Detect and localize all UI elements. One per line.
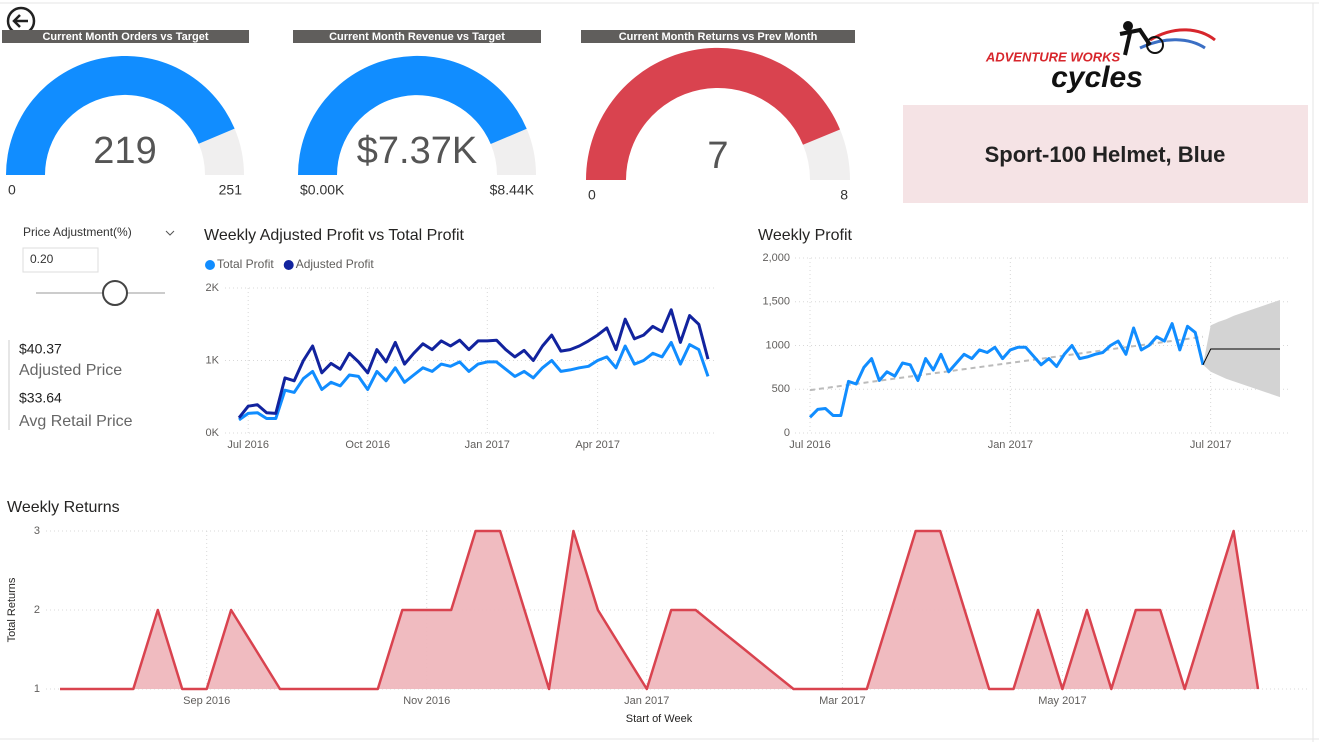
slicer[interactable]: Price Adjustment(%) 0.20 [22, 225, 175, 306]
y-tick-label: 2 [34, 604, 40, 616]
gauge-max: 251 [219, 182, 243, 198]
x-tick-label: Nov 2016 [403, 695, 450, 707]
kpi-value: $40.37 [19, 341, 62, 357]
x-tick-label: Oct 2016 [345, 439, 390, 451]
gauge-title: Current Month Orders vs Target [42, 31, 208, 43]
y-tick-label: 0K [206, 427, 220, 439]
chart-title: Weekly Profit [758, 227, 853, 244]
trend-line [809, 335, 1204, 392]
chart-title: Weekly Returns [7, 499, 120, 516]
series-line [238, 340, 710, 422]
gauge-title: Current Month Returns vs Prev Month [619, 31, 818, 43]
y-tick-label: 1K [206, 354, 220, 366]
gauge-header [2, 30, 249, 43]
y-tick-label: 1 [34, 683, 40, 695]
logo-rider [1119, 27, 1152, 56]
x-axis-label: Start of Week [626, 713, 693, 725]
logo-text: ADVENTURE WORKS [985, 49, 1121, 64]
y-tick-label: 2,000 [762, 252, 790, 264]
gauge-value: 7 [707, 135, 728, 177]
x-tick-label: May 2017 [1038, 695, 1086, 707]
kpi-value: $33.64 [19, 390, 62, 406]
gauge-value: 219 [93, 130, 156, 172]
gauge-value: $7.37K [357, 130, 477, 172]
series-line [1202, 348, 1280, 366]
slider-handle[interactable] [102, 280, 128, 306]
gauge-min: 0 [8, 182, 16, 198]
legend-marker [205, 260, 215, 270]
gauge-track [490, 128, 537, 175]
logo: ADVENTURE WORKS cycles [985, 21, 1216, 94]
gauge-fill [585, 47, 840, 180]
gauge-fill [297, 55, 527, 175]
gauge-max: 8 [840, 187, 848, 203]
slicer-chevron[interactable] [165, 230, 175, 236]
logo-text: cycles [1051, 61, 1143, 94]
series-line [808, 322, 1205, 419]
product-name: Sport-100 Helmet, Blue [985, 142, 1226, 167]
kpi-label: Avg Retail Price [19, 413, 133, 430]
area-line [60, 529, 1260, 691]
y-tick-label: 1000 [766, 339, 790, 351]
gauge-track [803, 129, 851, 180]
gauge-title: Current Month Revenue vs Target [329, 31, 505, 43]
slicer-title: Price Adjustment(%) [23, 225, 132, 239]
y-tick-label: 500 [772, 383, 790, 395]
chart-title: Weekly Adjusted Profit vs Total Profit [204, 227, 465, 244]
product-card [903, 105, 1308, 203]
area-fill [60, 531, 1258, 689]
series-line [237, 308, 710, 419]
x-tick-label: Jul 2016 [789, 439, 831, 451]
gauge-min: 0 [588, 187, 596, 203]
x-tick-label: Jan 2017 [988, 439, 1033, 451]
y-tick-label: 3 [34, 525, 40, 537]
y-tick-label: 0 [784, 427, 790, 439]
back-arrow[interactable] [12, 14, 28, 28]
x-tick-label: Mar 2017 [819, 695, 865, 707]
y-tick-label: 1,500 [762, 296, 790, 308]
legend-marker [283, 260, 294, 270]
gauge-header [293, 30, 541, 43]
y-axis-label: Total Returns [6, 577, 18, 642]
logo-rider [1123, 21, 1133, 31]
slicer-input[interactable] [22, 247, 99, 273]
slicer-value: 0.20 [30, 252, 54, 266]
x-tick-label: Jul 2017 [1190, 439, 1232, 451]
y-tick-label: 2K [206, 282, 220, 294]
gauge-header [581, 30, 855, 43]
x-tick-label: Sep 2016 [183, 695, 230, 707]
gauge-fill [5, 55, 235, 176]
x-tick-label: Apr 2017 [575, 439, 620, 451]
gauge-max: $8.44K [490, 182, 535, 198]
x-tick-label: Jan 2017 [465, 439, 510, 451]
legend-label: Adjusted Profit [296, 257, 375, 271]
legend-label: Total Profit [217, 257, 274, 271]
gauge-track [198, 128, 244, 175]
x-tick-label: Jul 2016 [227, 439, 269, 451]
logo-wheel [1146, 36, 1164, 54]
kpi-label: Adjusted Price [19, 362, 122, 379]
gauge-min: $0.00K [300, 182, 345, 198]
x-tick-label: Jan 2017 [624, 695, 669, 707]
